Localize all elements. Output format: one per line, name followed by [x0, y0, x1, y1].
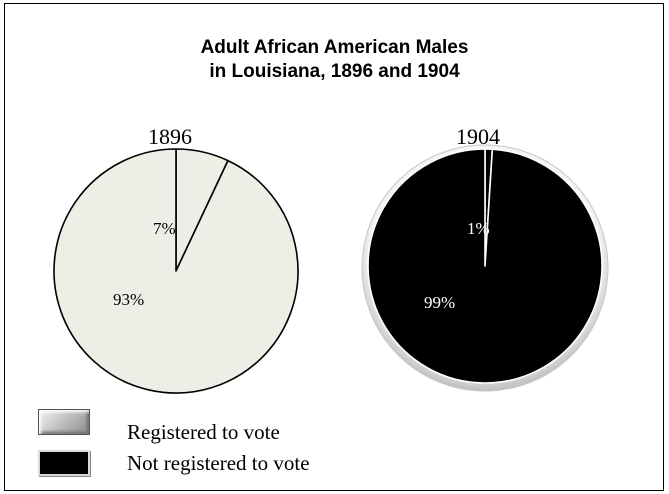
pie-1896-label-not-registered: 93% — [113, 290, 144, 309]
legend-label-registered: Registered to vote — [127, 420, 280, 444]
pie-1896-year-label: 1896 — [148, 124, 192, 149]
pie-1904-slice-not-registered — [367, 148, 603, 384]
pie-1896-slice-not-registered — [53, 148, 299, 394]
chart-title-line-2: in Louisiana, 1896 and 1904 — [209, 61, 460, 82]
pie-1896: 7% 93% — [53, 148, 299, 394]
legend-swatch-registered — [38, 409, 90, 435]
pie-1904-label-registered: 1% — [467, 219, 490, 238]
pie-1904-label-not-registered: 99% — [424, 293, 455, 312]
legend-swatch-not-registered — [38, 450, 90, 476]
chart-title-line-1: Adult African American Males — [200, 37, 469, 58]
legend-label-not-registered: Not registered to vote — [127, 451, 310, 475]
pie-1904: 1% 99% — [361, 144, 609, 392]
pie-1896-label-registered: 7% — [153, 219, 176, 238]
